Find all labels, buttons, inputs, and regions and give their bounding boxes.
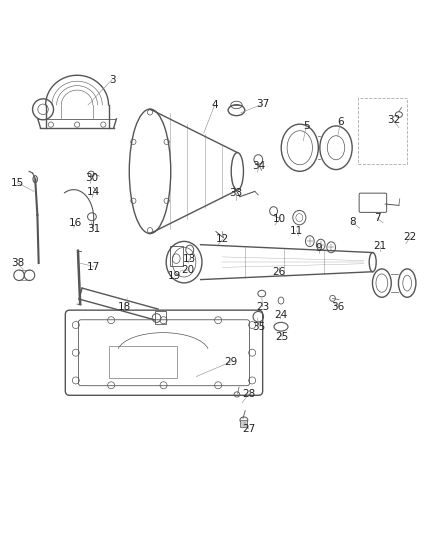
Text: 29: 29 bbox=[225, 357, 238, 367]
Bar bbox=[155, 311, 166, 324]
Text: 28: 28 bbox=[242, 389, 255, 399]
Text: 11: 11 bbox=[290, 225, 304, 236]
Bar bbox=[358, 99, 407, 164]
Text: 21: 21 bbox=[373, 240, 386, 251]
Text: 16: 16 bbox=[69, 218, 82, 228]
Text: 8: 8 bbox=[349, 217, 356, 227]
Text: 32: 32 bbox=[387, 115, 400, 125]
Text: 19: 19 bbox=[168, 271, 181, 281]
Text: 15: 15 bbox=[11, 177, 24, 188]
Text: 36: 36 bbox=[331, 302, 344, 312]
Bar bbox=[109, 346, 177, 378]
Text: 27: 27 bbox=[242, 424, 255, 434]
Text: 7: 7 bbox=[374, 214, 380, 223]
Text: 20: 20 bbox=[181, 265, 194, 275]
Text: 23: 23 bbox=[256, 302, 269, 312]
Text: 38: 38 bbox=[11, 258, 24, 268]
Text: 17: 17 bbox=[87, 262, 100, 271]
Text: 18: 18 bbox=[118, 302, 131, 312]
Text: 10: 10 bbox=[273, 214, 286, 224]
Text: 26: 26 bbox=[272, 266, 286, 277]
Text: 35: 35 bbox=[253, 322, 266, 332]
Text: 37: 37 bbox=[256, 99, 269, 109]
Text: 30: 30 bbox=[85, 173, 98, 183]
Bar bbox=[170, 246, 183, 265]
Text: 22: 22 bbox=[403, 232, 417, 242]
Text: 13: 13 bbox=[183, 254, 196, 264]
Text: 33: 33 bbox=[229, 188, 242, 198]
Text: 6: 6 bbox=[337, 117, 344, 126]
Text: 5: 5 bbox=[303, 121, 310, 131]
Bar bbox=[240, 420, 247, 427]
Text: 34: 34 bbox=[253, 161, 266, 171]
Text: 12: 12 bbox=[216, 235, 229, 245]
Text: 25: 25 bbox=[276, 332, 289, 342]
Text: 31: 31 bbox=[87, 224, 100, 235]
Text: 24: 24 bbox=[274, 310, 288, 320]
Text: 14: 14 bbox=[87, 187, 100, 197]
Text: 3: 3 bbox=[109, 75, 115, 85]
Text: 9: 9 bbox=[315, 243, 322, 253]
Text: 4: 4 bbox=[211, 100, 218, 110]
